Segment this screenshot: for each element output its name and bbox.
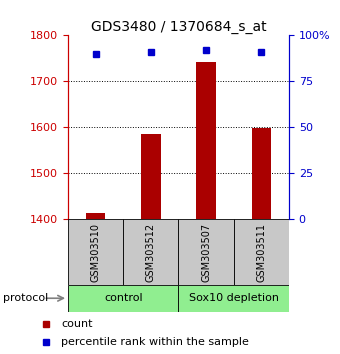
Text: control: control — [104, 293, 142, 303]
Text: protocol: protocol — [3, 293, 49, 303]
Bar — [178, 219, 234, 285]
Bar — [252, 129, 271, 219]
Bar — [178, 285, 289, 312]
Text: GSM303512: GSM303512 — [146, 223, 156, 282]
Text: GSM303510: GSM303510 — [91, 223, 101, 282]
Text: percentile rank within the sample: percentile rank within the sample — [61, 337, 249, 347]
Text: Sox10 depletion: Sox10 depletion — [189, 293, 279, 303]
Bar — [123, 219, 178, 285]
Title: GDS3480 / 1370684_s_at: GDS3480 / 1370684_s_at — [91, 21, 266, 34]
Bar — [197, 62, 216, 219]
Bar — [86, 213, 105, 219]
Text: GSM303511: GSM303511 — [256, 223, 266, 282]
Bar — [141, 135, 160, 219]
Bar — [68, 219, 123, 285]
Text: GSM303507: GSM303507 — [201, 223, 211, 282]
Bar — [234, 219, 289, 285]
Bar — [68, 285, 178, 312]
Text: count: count — [61, 319, 92, 329]
